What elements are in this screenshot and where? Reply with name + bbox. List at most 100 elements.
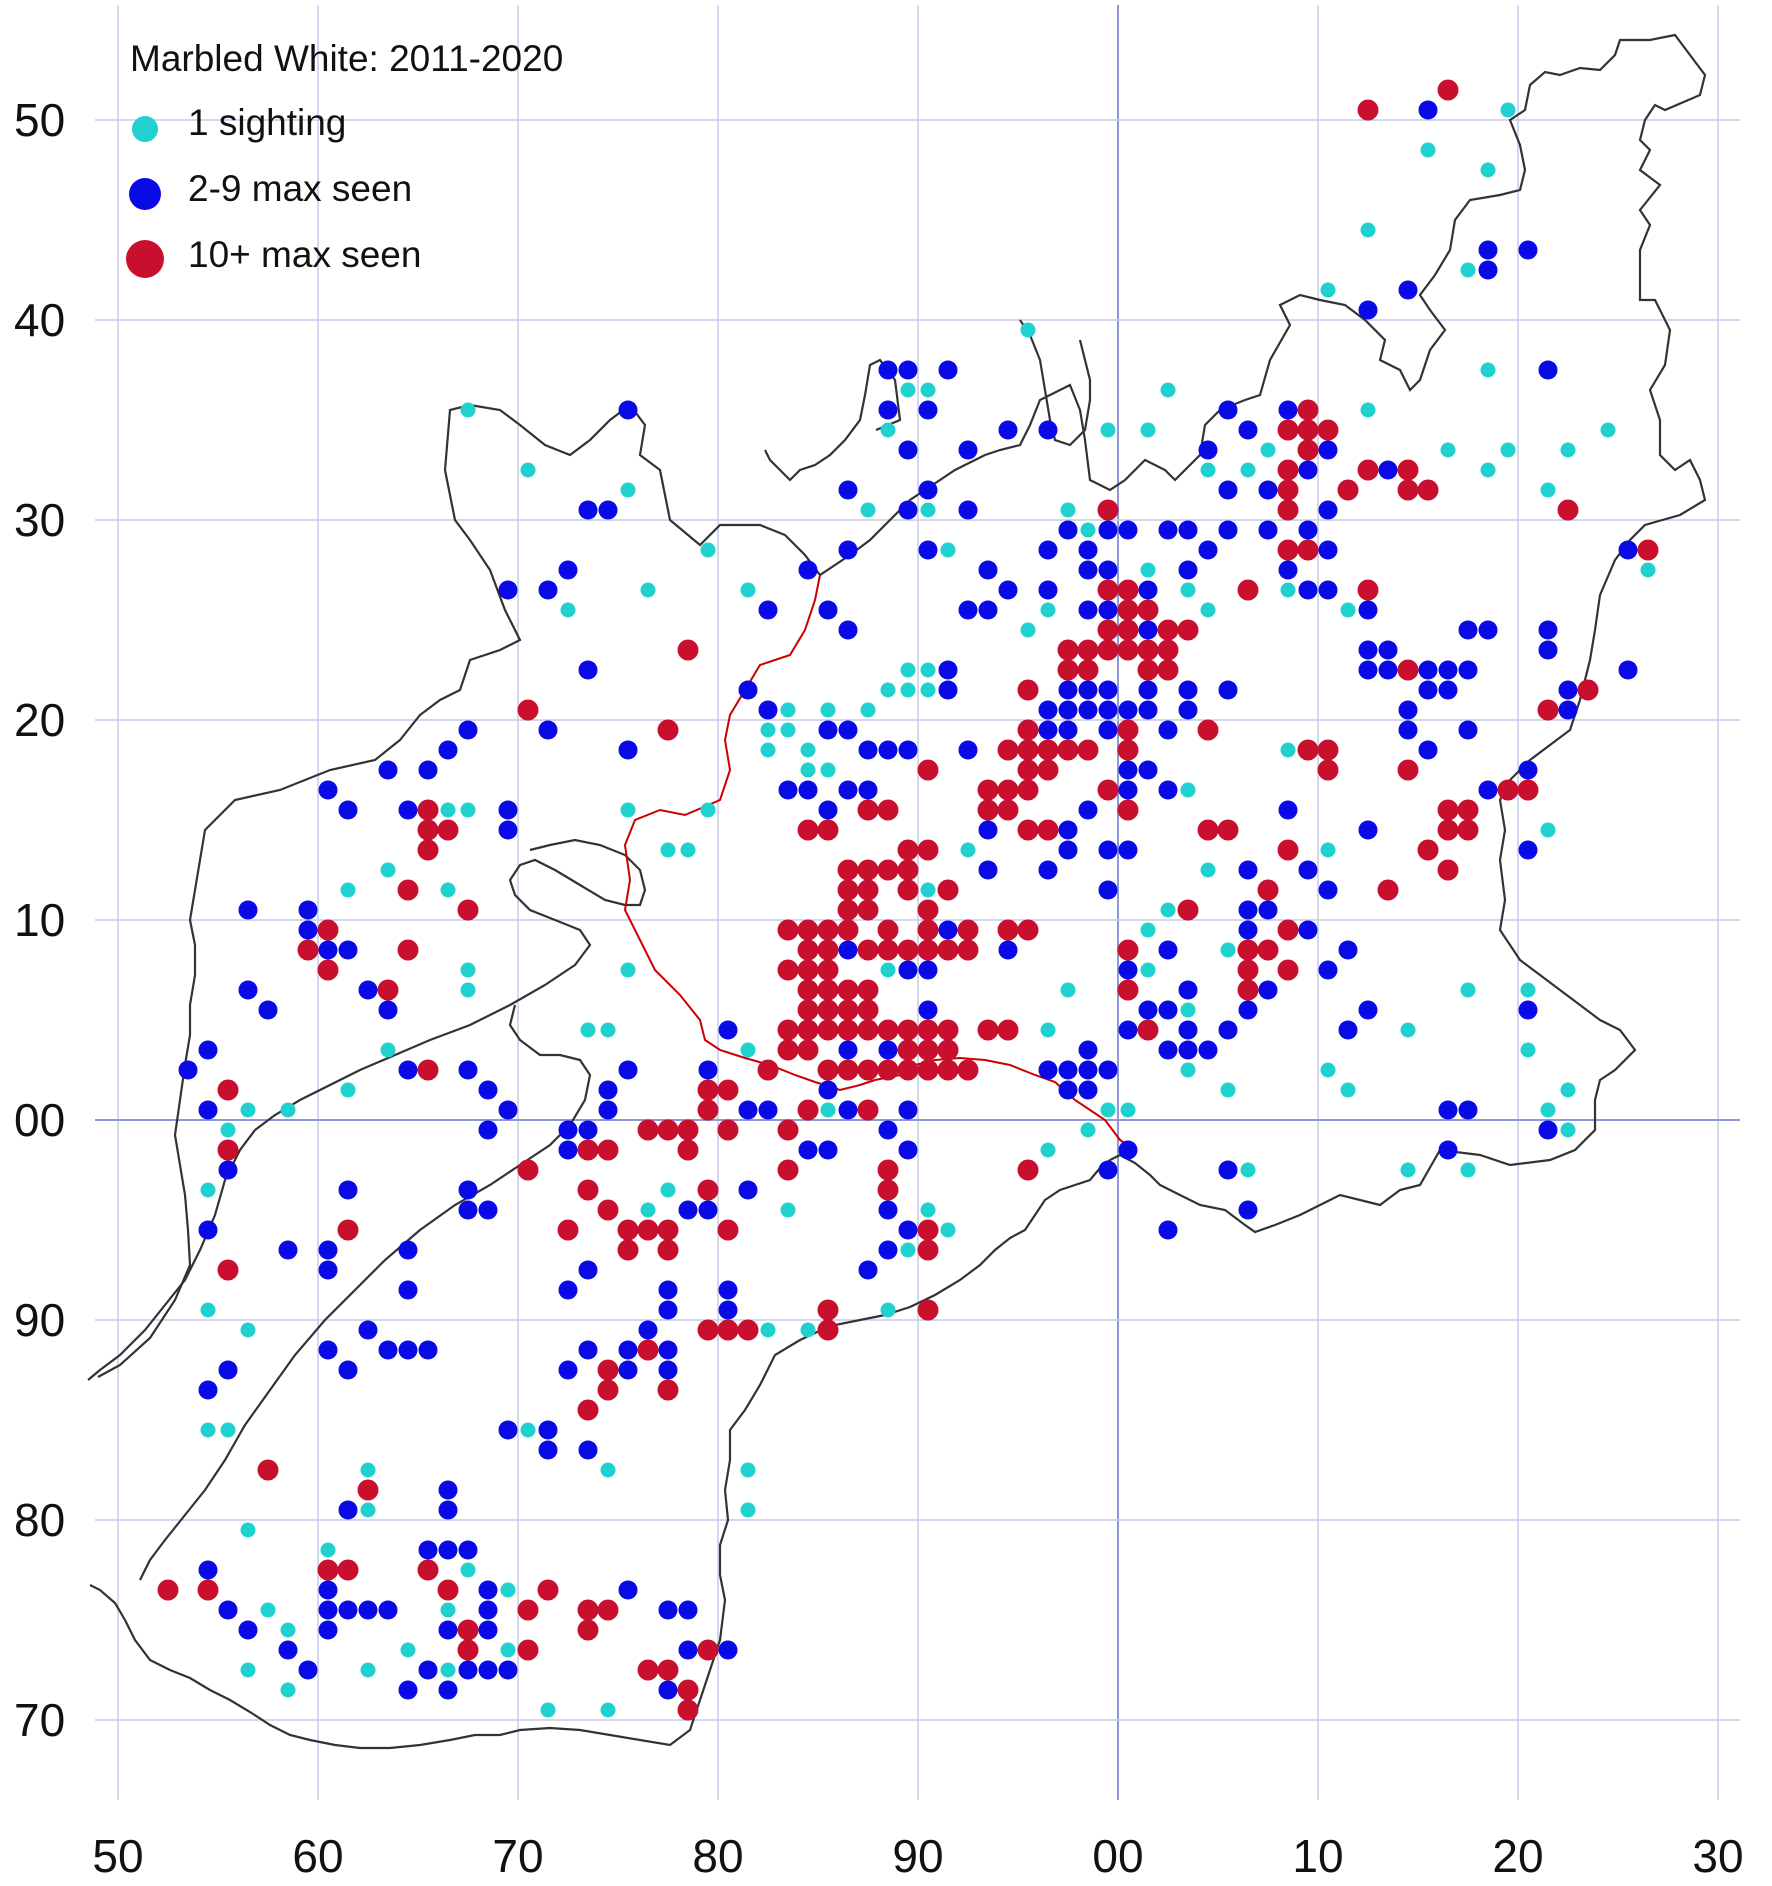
dot-10-plus-max-seen bbox=[1097, 779, 1119, 801]
dot-2-9-max-seen bbox=[878, 1120, 898, 1140]
dot-1-sighting bbox=[620, 802, 636, 818]
dot-2-9-max-seen bbox=[298, 1660, 318, 1680]
dot-10-plus-max-seen bbox=[597, 1139, 619, 1161]
dot-2-9-max-seen bbox=[738, 1100, 758, 1120]
dot-2-9-max-seen bbox=[498, 1660, 518, 1680]
dot-2-9-max-seen bbox=[178, 1060, 198, 1080]
dot-1-sighting bbox=[760, 1322, 776, 1338]
red-boundary-line bbox=[623, 574, 1136, 1151]
dot-2-9-max-seen bbox=[338, 1600, 358, 1620]
dot-2-9-max-seen bbox=[1438, 1100, 1458, 1120]
dot-10-plus-max-seen bbox=[637, 1659, 659, 1681]
dot-2-9-max-seen bbox=[1138, 620, 1158, 640]
dot-2-9-max-seen bbox=[1058, 1080, 1078, 1100]
dot-10-plus-max-seen bbox=[1137, 1019, 1159, 1041]
dot-1-sighting bbox=[1160, 382, 1176, 398]
dot-1-sighting bbox=[920, 382, 936, 398]
dot-2-9-max-seen bbox=[538, 720, 558, 740]
dot-1-sighting bbox=[680, 842, 696, 858]
dot-1-sighting bbox=[800, 1322, 816, 1338]
dot-2-9-max-seen bbox=[678, 1640, 698, 1660]
dot-1-sighting bbox=[1200, 602, 1216, 618]
dot-10-plus-max-seen bbox=[797, 999, 819, 1021]
dot-1-sighting bbox=[220, 1422, 236, 1438]
dot-1-sighting bbox=[360, 1662, 376, 1678]
dot-2-9-max-seen bbox=[358, 1320, 378, 1340]
dot-2-9-max-seen bbox=[1318, 580, 1338, 600]
dot-2-9-max-seen bbox=[1238, 920, 1258, 940]
dot-1-sighting bbox=[760, 722, 776, 738]
dot-2-9-max-seen bbox=[1078, 700, 1098, 720]
dot-2-9-max-seen bbox=[618, 400, 638, 420]
dot-2-9-max-seen bbox=[838, 720, 858, 740]
dot-10-plus-max-seen bbox=[1097, 619, 1119, 641]
dot-2-9-max-seen bbox=[438, 1680, 458, 1700]
dot-2-9-max-seen bbox=[1038, 540, 1058, 560]
x-tick-label: 80 bbox=[692, 1830, 743, 1882]
dot-2-9-max-seen bbox=[918, 480, 938, 500]
dot-2-9-max-seen bbox=[818, 1080, 838, 1100]
dot-10-plus-max-seen bbox=[917, 1299, 939, 1321]
dot-2-9-max-seen bbox=[838, 780, 858, 800]
dot-2-9-max-seen bbox=[1218, 1020, 1238, 1040]
dot-2-9-max-seen bbox=[698, 1200, 718, 1220]
dot-2-9-max-seen bbox=[1058, 680, 1078, 700]
dot-10-plus-max-seen bbox=[877, 1059, 899, 1081]
map-legend: Marbled White: 2011-2020 1 sighting 2-9 … bbox=[124, 34, 644, 294]
dot-10-plus-max-seen bbox=[517, 1599, 539, 1621]
dot-10-plus-max-seen bbox=[697, 1319, 719, 1341]
dot-2-9-max-seen bbox=[1138, 760, 1158, 780]
dot-10-plus-max-seen bbox=[577, 1179, 599, 1201]
dot-2-9-max-seen bbox=[238, 1620, 258, 1640]
dot-2-9-max-seen bbox=[1418, 660, 1438, 680]
dot-2-9-max-seen bbox=[1378, 660, 1398, 680]
dot-2-9-max-seen bbox=[458, 1060, 478, 1080]
dot-10-plus-max-seen bbox=[637, 1339, 659, 1361]
dot-2-9-max-seen bbox=[1078, 1040, 1098, 1060]
dot-2-9-max-seen bbox=[1238, 420, 1258, 440]
y-tick-label: 90 bbox=[14, 1294, 65, 1346]
dot-2-9-max-seen bbox=[838, 940, 858, 960]
dot-10-plus-max-seen bbox=[917, 1059, 939, 1081]
dot-2-9-max-seen bbox=[1178, 680, 1198, 700]
dot-10-plus-max-seen bbox=[197, 1579, 219, 1601]
dot-10-plus-max-seen bbox=[857, 1099, 879, 1121]
dot-1-sighting bbox=[1500, 102, 1516, 118]
dot-10-plus-max-seen bbox=[1277, 839, 1299, 861]
dot-2-9-max-seen bbox=[1118, 1140, 1138, 1160]
dot-1-sighting bbox=[900, 662, 916, 678]
dot-2-9-max-seen bbox=[938, 680, 958, 700]
dot-10-plus-max-seen bbox=[837, 1059, 859, 1081]
dot-10-plus-max-seen bbox=[1277, 539, 1299, 561]
dot-2-9-max-seen bbox=[1438, 1140, 1458, 1160]
dot-1-sighting bbox=[1220, 1082, 1236, 1098]
dot-10-plus-max-seen bbox=[577, 1599, 599, 1621]
dot-2-9-max-seen bbox=[878, 1240, 898, 1260]
x-tick-label: 20 bbox=[1492, 1830, 1543, 1882]
dot-2-9-max-seen bbox=[598, 500, 618, 520]
dot-2-9-max-seen bbox=[318, 1260, 338, 1280]
dot-2-9-max-seen bbox=[418, 1660, 438, 1680]
dot-1-sighting bbox=[580, 1022, 596, 1038]
axis-tick-labels: 50 60 70 80 90 00 10 20 30 50 40 30 20 10 00 90 80 70 bbox=[14, 94, 1744, 1882]
dot-10-plus-max-seen bbox=[977, 1019, 999, 1041]
dot-2-9-max-seen bbox=[1258, 520, 1278, 540]
dot-2-9-max-seen bbox=[1118, 520, 1138, 540]
dot-2-9-max-seen bbox=[1358, 640, 1378, 660]
dot-10-plus-max-seen bbox=[697, 1639, 719, 1661]
dot-10-plus-max-seen bbox=[797, 1019, 819, 1041]
dot-10-plus-max-seen bbox=[657, 1659, 679, 1681]
dot-2-9-max-seen bbox=[1218, 520, 1238, 540]
dot-10-plus-max-seen bbox=[1317, 739, 1339, 761]
dot-2-9-max-seen bbox=[198, 1380, 218, 1400]
dot-2-9-max-seen bbox=[418, 1340, 438, 1360]
dot-2-9-max-seen bbox=[758, 1100, 778, 1120]
dot-1-sighting bbox=[940, 1222, 956, 1238]
dot-2-9-max-seen bbox=[478, 1120, 498, 1140]
dot-2-9-max-seen bbox=[1158, 1040, 1178, 1060]
legend-label-10-plus-max-seen: 10+ max seen bbox=[188, 234, 422, 275]
dot-2-9-max-seen bbox=[298, 920, 318, 940]
dot-1-sighting bbox=[320, 1542, 336, 1558]
dot-2-9-max-seen bbox=[1158, 1000, 1178, 1020]
dot-2-9-max-seen bbox=[738, 1180, 758, 1200]
